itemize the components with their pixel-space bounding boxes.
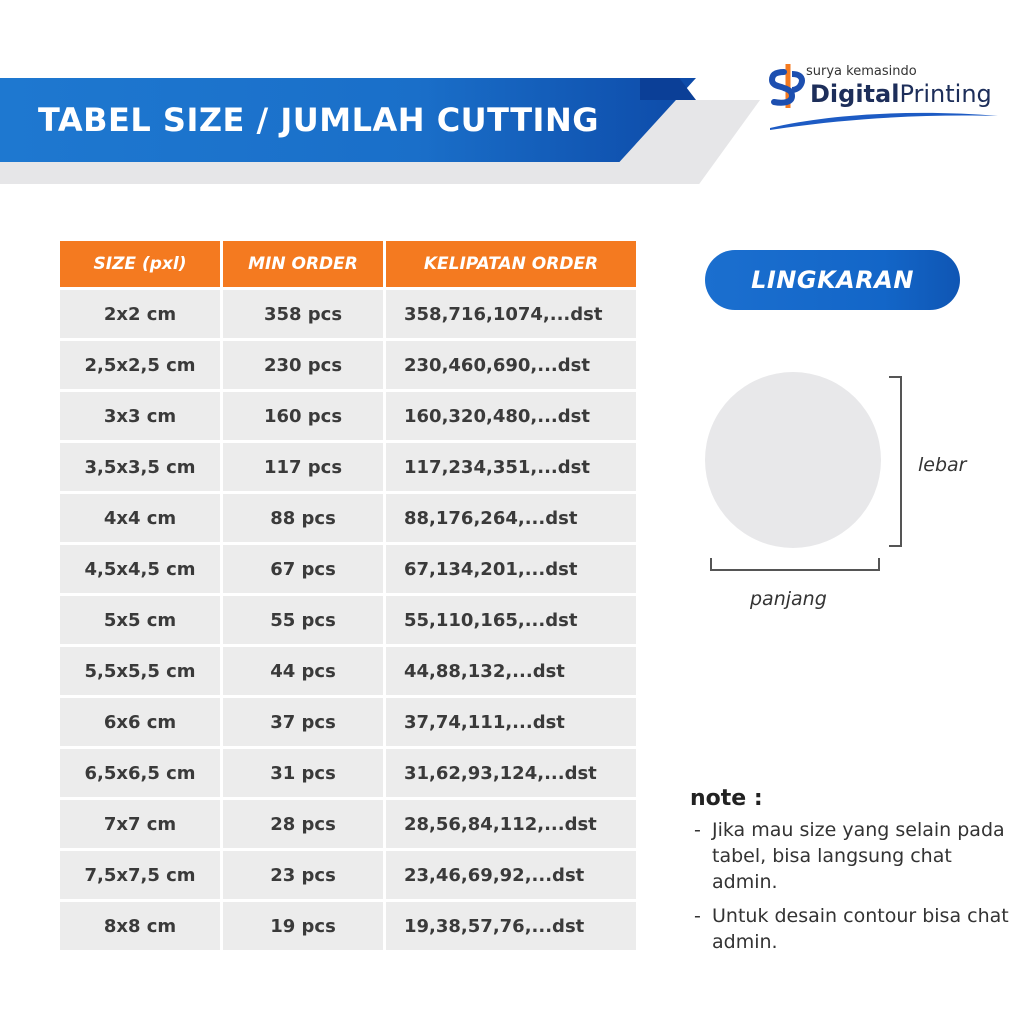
table-row: 7x7 cm 28 pcs 28,56,84,112,...dst (60, 800, 636, 848)
table-row: 6x6 cm 37 pcs 37,74,111,...dst (60, 698, 636, 746)
cell-min-order: 23 pcs (223, 851, 383, 899)
table-row: 2,5x2,5 cm 230 pcs 230,460,690,...dst (60, 341, 636, 389)
table-row: 3,5x3,5 cm 117 pcs 117,234,351,...dst (60, 443, 636, 491)
cell-multiple-order: 55,110,165,...dst (386, 596, 636, 644)
cell-size: 3x3 cm (60, 392, 220, 440)
size-table: SIZE (pxl) MIN ORDER KELIPATAN ORDER 2x2… (57, 238, 639, 953)
logo-swoosh (770, 112, 998, 130)
cell-multiple-order: 23,46,69,92,...dst (386, 851, 636, 899)
table-row: 5,5x5,5 cm 44 pcs 44,88,132,...dst (60, 647, 636, 695)
cell-size: 6,5x6,5 cm (60, 749, 220, 797)
cell-size: 7x7 cm (60, 800, 220, 848)
logo-tagline: surya kemasindo (806, 64, 917, 79)
cell-multiple-order: 160,320,480,...dst (386, 392, 636, 440)
sp-logo-icon (768, 64, 805, 108)
cell-min-order: 88 pcs (223, 494, 383, 542)
cell-size: 4x4 cm (60, 494, 220, 542)
cell-min-order: 55 pcs (223, 596, 383, 644)
cell-min-order: 31 pcs (223, 749, 383, 797)
cell-multiple-order: 230,460,690,...dst (386, 341, 636, 389)
table-row: 3x3 cm 160 pcs 160,320,480,...dst (60, 392, 636, 440)
column-header-size: SIZE (pxl) (60, 241, 220, 287)
cell-multiple-order: 37,74,111,...dst (386, 698, 636, 746)
cell-size: 3,5x3,5 cm (60, 443, 220, 491)
dash-bullet-icon: - (694, 819, 701, 841)
table-row: 4,5x4,5 cm 67 pcs 67,134,201,...dst (60, 545, 636, 593)
banner-accent (640, 78, 696, 100)
logo-name: DigitalPrinting (810, 80, 992, 108)
note-item: - Untuk desain contour bisa chat admin. (694, 903, 1010, 955)
cell-size: 2x2 cm (60, 290, 220, 338)
logo-name-regular: Printing (899, 80, 992, 108)
cell-multiple-order: 31,62,93,124,...dst (386, 749, 636, 797)
table-row: 5x5 cm 55 pcs 55,110,165,...dst (60, 596, 636, 644)
cell-multiple-order: 88,176,264,...dst (386, 494, 636, 542)
cell-min-order: 160 pcs (223, 392, 383, 440)
dimension-lines (710, 376, 902, 571)
note-text: Jika mau size yang selain pada tabel, bi… (712, 819, 1005, 893)
cell-size: 4,5x4,5 cm (60, 545, 220, 593)
cell-multiple-order: 67,134,201,...dst (386, 545, 636, 593)
cell-size: 5,5x5,5 cm (60, 647, 220, 695)
note-item: - Jika mau size yang selain pada tabel, … (694, 817, 1010, 895)
cell-min-order: 67 pcs (223, 545, 383, 593)
table-row: 2x2 cm 358 pcs 358,716,1074,...dst (60, 290, 636, 338)
length-label: panjang (750, 588, 827, 610)
table-header-row: SIZE (pxl) MIN ORDER KELIPATAN ORDER (60, 241, 636, 287)
brand-logo: surya kemasindo DigitalPrinting (764, 58, 1004, 136)
note-text: Untuk desain contour bisa chat admin. (712, 905, 1009, 953)
cell-min-order: 28 pcs (223, 800, 383, 848)
cell-multiple-order: 117,234,351,...dst (386, 443, 636, 491)
table-row: 8x8 cm 19 pcs 19,38,57,76,...dst (60, 902, 636, 950)
column-header-min-order: MIN ORDER (223, 241, 383, 287)
cell-min-order: 117 pcs (223, 443, 383, 491)
table-row: 4x4 cm 88 pcs 88,176,264,...dst (60, 494, 636, 542)
cell-size: 6x6 cm (60, 698, 220, 746)
shape-label-badge: LINGKARAN (705, 250, 960, 310)
cell-min-order: 230 pcs (223, 341, 383, 389)
cell-multiple-order: 28,56,84,112,...dst (386, 800, 636, 848)
dash-bullet-icon: - (694, 905, 701, 927)
title-banner (0, 78, 696, 162)
note-title: note : (690, 786, 763, 811)
page-title: TABEL SIZE / JUMLAH CUTTING (38, 101, 599, 139)
cell-min-order: 37 pcs (223, 698, 383, 746)
cell-size: 8x8 cm (60, 902, 220, 950)
cell-size: 5x5 cm (60, 596, 220, 644)
note-section: note : - Jika mau size yang selain pada … (690, 786, 1010, 963)
logo-name-bold: Digital (810, 80, 900, 108)
width-label: lebar (918, 454, 967, 476)
table-row: 6,5x6,5 cm 31 pcs 31,62,93,124,...dst (60, 749, 636, 797)
cell-size: 2,5x2,5 cm (60, 341, 220, 389)
cell-min-order: 358 pcs (223, 290, 383, 338)
table-row: 7,5x7,5 cm 23 pcs 23,46,69,92,...dst (60, 851, 636, 899)
cell-multiple-order: 44,88,132,...dst (386, 647, 636, 695)
cell-multiple-order: 358,716,1074,...dst (386, 290, 636, 338)
column-header-multiple-order: KELIPATAN ORDER (386, 241, 636, 287)
cell-min-order: 19 pcs (223, 902, 383, 950)
cell-size: 7,5x7,5 cm (60, 851, 220, 899)
cell-min-order: 44 pcs (223, 647, 383, 695)
circle-shape (705, 372, 881, 548)
cell-multiple-order: 19,38,57,76,...dst (386, 902, 636, 950)
